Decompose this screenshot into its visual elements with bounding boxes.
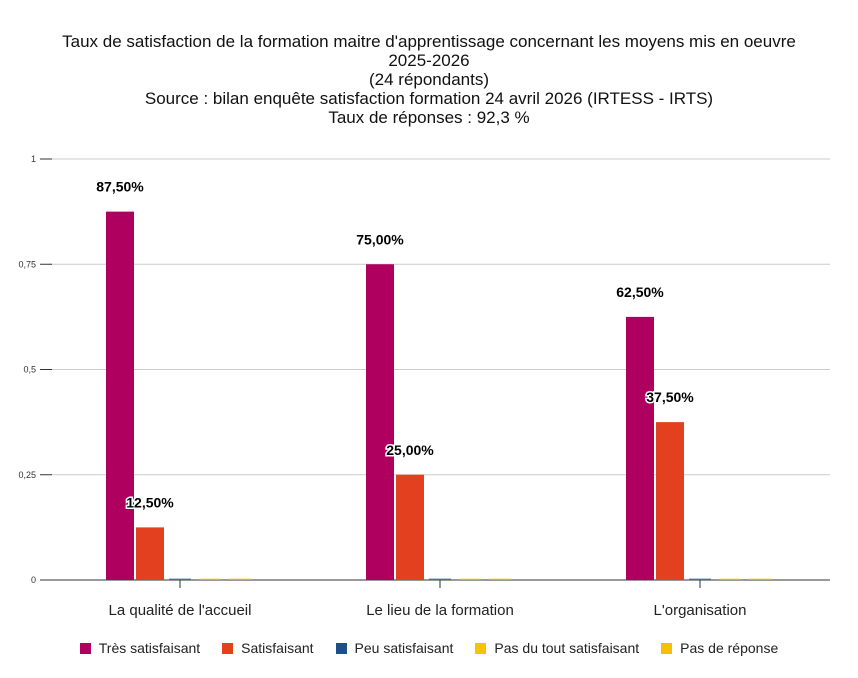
legend-item-satisfaisant[interactable]: Satisfaisant	[222, 640, 314, 656]
legend-swatch	[661, 642, 673, 654]
title-line-5: Taux de réponses : 92,3 %	[328, 108, 530, 127]
y-tick-label: 0,5	[23, 365, 36, 375]
bar	[689, 578, 711, 580]
legend-item-tres-satisfaisant[interactable]: Très satisfaisant	[79, 640, 201, 656]
chart-title: Taux de satisfaction de la formation mai…	[0, 32, 858, 127]
title-line-1: Taux de satisfaction de la formation mai…	[62, 32, 796, 51]
legend-swatch	[475, 642, 487, 654]
legend-swatch	[79, 642, 91, 654]
bar	[719, 578, 741, 580]
legend-swatch	[222, 642, 234, 654]
bar-chart: 0 0,25 0,5 0,75 1 La qualité de l'accueil 87,5…	[18, 154, 830, 619]
legend-item-pas-du-tout-satisfaisant[interactable]: Pas du tout satisfaisant	[475, 640, 639, 656]
y-tick-label: 1	[31, 154, 36, 164]
data-label: 37,50%	[646, 389, 694, 405]
bar	[199, 578, 221, 580]
bar	[106, 211, 134, 580]
y-tick-label: 0	[31, 575, 36, 585]
bar	[229, 578, 251, 580]
legend-label: Satisfaisant	[241, 640, 314, 656]
bar	[489, 578, 511, 580]
data-label: 62,50%	[616, 284, 664, 300]
legend-label: Pas de réponse	[680, 640, 779, 656]
y-tick-label: 0,75	[18, 259, 36, 269]
bar	[626, 316, 654, 580]
legend-item-peu-satisfaisant[interactable]: Peu satisfaisant	[335, 640, 454, 656]
x-category-label: L'organisation	[654, 602, 747, 619]
title-line-2: 2025-2026	[388, 51, 470, 70]
data-label: 87,50%	[96, 179, 144, 195]
bar	[749, 578, 771, 580]
data-label: 12,50%	[126, 494, 174, 510]
x-category-label: La qualité de l'accueil	[109, 602, 252, 619]
bar	[656, 422, 684, 580]
data-label: 75,00%	[356, 231, 404, 247]
legend-item-pas-de-reponse[interactable]: Pas de réponse	[661, 640, 778, 656]
bar	[366, 264, 394, 580]
legend-label: Peu satisfaisant	[354, 640, 454, 656]
bar	[136, 527, 164, 580]
bar	[169, 578, 191, 580]
x-category-label: Le lieu de la formation	[366, 602, 514, 619]
bar	[429, 578, 451, 580]
data-label: 25,00%	[386, 442, 434, 458]
legend-label: Pas du tout satisfaisant	[494, 640, 640, 656]
title-line-3: (24 répondants)	[368, 70, 490, 89]
legend: Très satisfaisant Satisfaisant Peu satis…	[0, 640, 858, 656]
legend-swatch	[335, 642, 347, 654]
bar	[396, 474, 424, 580]
bar	[459, 578, 481, 580]
title-line-4: Source : bilan enquête satisfaction form…	[144, 89, 714, 108]
y-tick-label: 0,25	[18, 470, 36, 480]
legend-label: Très satisfaisant	[98, 640, 201, 656]
